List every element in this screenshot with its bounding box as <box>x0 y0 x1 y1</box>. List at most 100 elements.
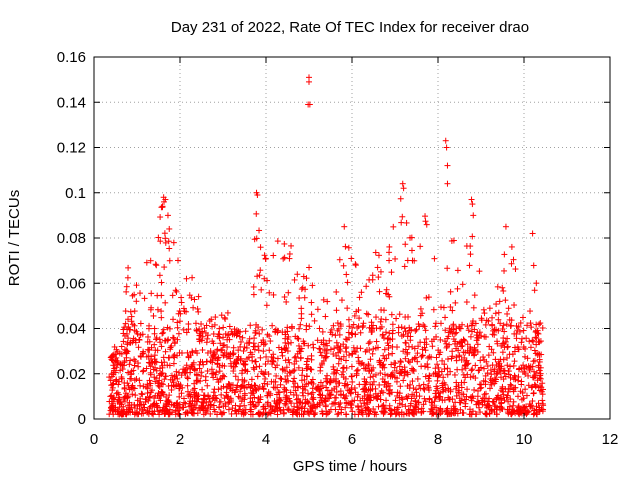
data-point <box>497 368 504 375</box>
data-point <box>251 346 258 353</box>
data-point <box>203 399 210 406</box>
data-point <box>462 400 469 407</box>
data-point <box>288 339 295 346</box>
data-point <box>452 330 459 337</box>
data-point <box>128 401 135 408</box>
data-point <box>388 269 395 276</box>
data-point <box>317 394 324 401</box>
data-point <box>115 381 122 388</box>
data-point <box>159 330 166 337</box>
data-point <box>523 335 530 342</box>
data-point <box>283 298 290 305</box>
data-point <box>178 390 185 397</box>
data-point <box>114 348 121 355</box>
data-point <box>413 393 420 400</box>
data-point <box>422 362 429 369</box>
data-point <box>153 262 160 269</box>
data-point <box>237 328 244 335</box>
data-point <box>382 329 389 336</box>
data-point <box>349 398 356 405</box>
data-point <box>333 352 340 359</box>
data-point <box>453 392 460 399</box>
data-point <box>193 327 200 334</box>
data-point <box>256 363 263 370</box>
data-point <box>250 390 257 397</box>
data-point <box>492 376 499 383</box>
data-point <box>378 323 385 330</box>
data-point <box>418 409 425 416</box>
data-point <box>370 345 377 352</box>
data-point <box>474 387 481 394</box>
data-point <box>200 403 207 410</box>
data-point <box>121 398 128 405</box>
data-point <box>309 389 316 396</box>
data-point <box>529 363 536 370</box>
y-tick-label: 0.02 <box>57 366 86 383</box>
data-point <box>241 344 248 351</box>
data-point <box>218 411 225 418</box>
data-point <box>166 245 173 252</box>
data-point <box>469 320 476 327</box>
data-point <box>165 354 172 361</box>
data-point <box>528 324 535 331</box>
data-point <box>141 404 148 411</box>
data-point <box>190 304 197 311</box>
data-point <box>400 377 407 384</box>
data-point <box>324 298 331 305</box>
data-point <box>389 336 396 343</box>
data-point <box>515 404 522 411</box>
data-point <box>120 326 127 333</box>
data-point <box>207 348 214 355</box>
data-point <box>162 299 169 306</box>
data-point <box>476 404 483 411</box>
data-point <box>127 308 134 315</box>
data-point <box>433 333 440 340</box>
data-point <box>386 390 393 397</box>
data-point <box>504 310 511 317</box>
data-point <box>444 180 451 187</box>
data-point <box>500 335 507 342</box>
data-point <box>474 329 481 336</box>
data-point <box>290 408 297 415</box>
data-point <box>235 393 242 400</box>
data-point <box>437 320 444 327</box>
data-point <box>329 331 336 338</box>
data-point <box>458 356 465 363</box>
data-point <box>367 381 374 388</box>
data-point <box>270 358 277 365</box>
data-point <box>401 263 408 270</box>
data-point <box>524 322 531 329</box>
data-point <box>250 291 257 298</box>
data-point <box>536 383 543 390</box>
data-point <box>494 404 501 411</box>
data-point <box>265 389 272 396</box>
data-point <box>498 399 505 406</box>
data-point <box>247 395 254 402</box>
data-point <box>465 360 472 367</box>
data-point <box>393 367 400 374</box>
data-point <box>420 401 427 408</box>
data-point <box>362 407 369 414</box>
data-point <box>446 396 453 403</box>
data-point <box>291 354 298 361</box>
data-point <box>108 356 115 363</box>
data-point <box>275 327 282 334</box>
data-point <box>255 395 262 402</box>
data-point <box>154 392 161 399</box>
data-point <box>156 383 163 390</box>
data-point <box>454 285 461 292</box>
data-point <box>351 411 358 418</box>
data-point <box>414 375 421 382</box>
data-point <box>423 221 430 228</box>
data-point <box>228 397 235 404</box>
data-point <box>238 410 245 417</box>
data-point <box>131 322 138 329</box>
data-point <box>479 401 486 408</box>
data-point <box>158 371 165 378</box>
data-point <box>317 346 324 353</box>
data-point <box>311 317 318 324</box>
data-point <box>260 406 267 413</box>
data-point <box>199 404 206 411</box>
data-point <box>235 353 242 360</box>
data-point <box>386 249 393 256</box>
